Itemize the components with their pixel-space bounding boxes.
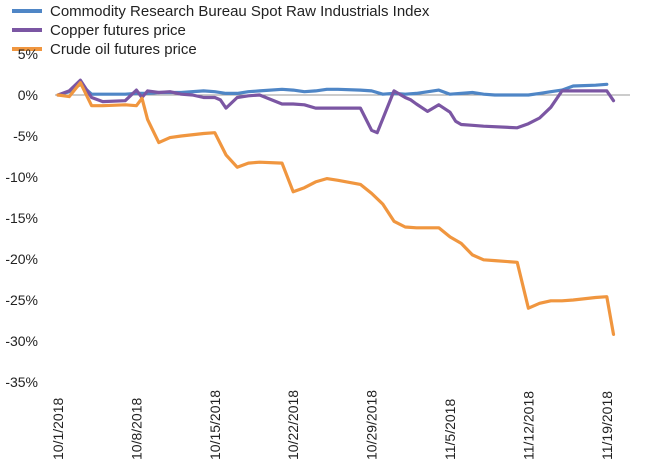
series-line-2 [56, 81, 616, 336]
y-tick-label: -30% [5, 333, 38, 349]
x-tick-label: 10/29/2018 [364, 390, 380, 460]
legend-label: Copper futures price [50, 22, 186, 39]
y-tick-label: 0% [18, 87, 38, 103]
y-tick-label: 5% [18, 46, 38, 62]
legend-label: Commodity Research Bureau Spot Raw Indus… [50, 3, 430, 20]
y-tick-label: -20% [5, 251, 38, 267]
x-tick-label: 10/1/2018 [50, 398, 66, 460]
x-tick-label: 10/8/2018 [128, 398, 144, 460]
x-tick-label: 10/15/2018 [207, 390, 223, 460]
y-tick-label: -15% [5, 210, 38, 226]
y-tick-label: -25% [5, 292, 38, 308]
y-axis-tick-labels: 5% 0% -5% -10% -15% -20% -25% -30% -35% [5, 46, 38, 390]
y-tick-label: -10% [5, 169, 38, 185]
y-tick-label: -35% [5, 374, 38, 390]
series-line-0 [56, 82, 609, 97]
x-tick-label: 10/22/2018 [285, 390, 301, 460]
series-lines [56, 78, 616, 336]
x-tick-label: 11/5/2018 [442, 399, 458, 460]
series-line-1 [56, 78, 616, 135]
legend-label: Crude oil futures price [50, 41, 197, 58]
x-axis-tick-labels: 10/1/2018 10/8/2018 10/15/2018 10/22/2018 10… [50, 390, 615, 460]
y-tick-label: -5% [13, 128, 38, 144]
x-tick-label: 11/19/2018 [599, 391, 615, 460]
legend: Commodity Research Bureau Spot Raw Indus… [12, 3, 430, 58]
x-tick-label: 11/12/2018 [520, 391, 536, 460]
